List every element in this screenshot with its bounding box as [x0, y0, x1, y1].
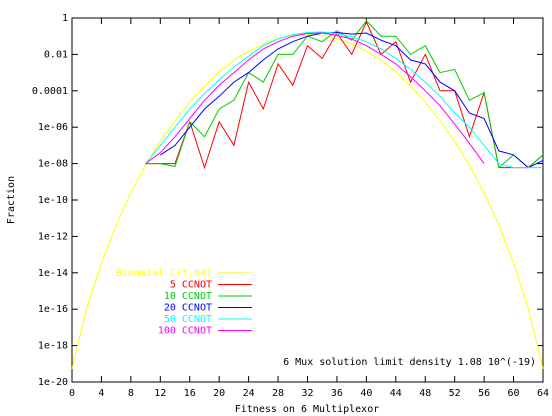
y-tick-label: 1e-18 [38, 341, 68, 352]
x-axis-label: Fitness on 6 Multiplexor [235, 404, 380, 415]
legend-label: 20 CCNOT [164, 303, 212, 314]
y-tick-label: 1e-16 [38, 304, 68, 315]
plot-frame [71, 17, 544, 383]
x-tick-label: 40 [360, 388, 372, 399]
y-tick-label: 1e-10 [38, 195, 68, 206]
y-tick-label: 1e-20 [38, 377, 68, 388]
x-tick-label: 8 [128, 388, 134, 399]
annotation: 6 Mux solution limit density 1.08 10^(-1… [283, 357, 536, 368]
y-tick-label: 0.01 [44, 49, 68, 60]
legend-label: 50 CCNOT [164, 314, 212, 325]
x-tick-label: 16 [184, 388, 196, 399]
y-tick-label: 1e-14 [38, 268, 68, 279]
legend-label: 5 CCNOT [170, 280, 212, 291]
x-tick-label: 24 [243, 388, 255, 399]
x-tick-label: 12 [154, 388, 166, 399]
x-tick-label: 48 [419, 388, 431, 399]
series-line-0 [71, 33, 544, 369]
x-tick-label: 52 [449, 388, 461, 399]
y-axis-label: Fraction [6, 176, 17, 224]
x-tick-label: 4 [98, 388, 104, 399]
x-tick-label: 60 [508, 388, 520, 399]
legend-label: 100 CCNOT [158, 326, 212, 337]
series-line-5 [145, 32, 485, 165]
y-tick-label: 1 [62, 13, 68, 24]
x-tick-label: 36 [331, 388, 343, 399]
legend-label: 10 CCNOT [164, 291, 212, 302]
series-line-3 [160, 31, 544, 169]
x-tick-label: 0 [69, 388, 75, 399]
x-tick-label: 32 [301, 388, 313, 399]
x-tick-label: 28 [272, 388, 284, 399]
series-line-4 [145, 31, 543, 169]
x-tick-label: 44 [390, 388, 402, 399]
y-tick-label: 0.0001 [32, 86, 68, 97]
x-tick-label: 64 [537, 388, 549, 399]
y-tick-label: 1e-08 [38, 159, 68, 170]
x-tick-label: 20 [213, 388, 225, 399]
legend-label: Binomial C(*,64) [116, 268, 212, 279]
series-line-1 [145, 20, 544, 170]
y-tick-label: 1e-06 [38, 122, 68, 133]
x-tick-label: 56 [478, 388, 490, 399]
y-tick-label: 1e-12 [38, 231, 68, 242]
